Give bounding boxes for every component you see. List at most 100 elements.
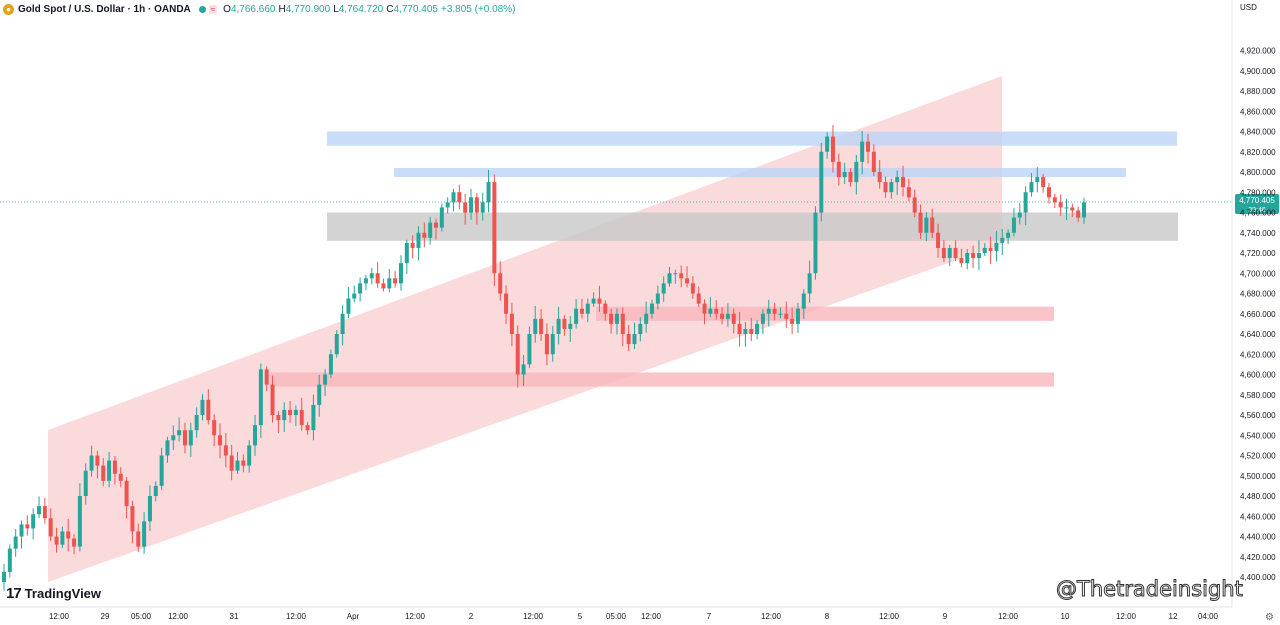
x-tick-label: 12:00 xyxy=(286,612,307,621)
candle-body xyxy=(398,263,403,284)
candle-body xyxy=(626,334,631,345)
candle-body xyxy=(451,192,456,203)
candle-body xyxy=(218,435,222,446)
candle-body xyxy=(492,182,497,274)
y-tick-label: 4,520.000 xyxy=(1240,452,1276,461)
x-tick-label: 10 xyxy=(1061,612,1070,621)
candle-body xyxy=(644,313,649,324)
candle-body xyxy=(54,536,59,545)
candle-body xyxy=(731,313,736,324)
candle-body xyxy=(142,521,147,547)
candle-body xyxy=(7,548,12,572)
candle-body xyxy=(971,253,976,259)
price-change: +3.805 (+0.08%) xyxy=(440,3,516,15)
last-price-value: 4,770.405 xyxy=(1239,196,1275,205)
candle-body xyxy=(37,506,42,515)
candle-body xyxy=(393,278,398,284)
candle-body xyxy=(194,415,199,431)
x-tick-label: 12:00 xyxy=(1116,612,1137,621)
candle-body xyxy=(667,273,672,284)
symbol-title[interactable]: Gold Spot / U.S. Dollar · 1h · OANDA xyxy=(18,3,191,15)
resistance-zone-lower xyxy=(394,167,1126,178)
x-tick-label: 12:00 xyxy=(168,612,189,621)
y-tick-label: 4,540.000 xyxy=(1240,431,1276,440)
candle-body xyxy=(299,409,304,426)
candle-body xyxy=(609,313,614,324)
candle-body xyxy=(1058,202,1063,208)
candle-body xyxy=(620,313,625,334)
candle-body xyxy=(702,303,707,314)
candle-body xyxy=(305,425,310,431)
candle-body xyxy=(941,247,946,259)
y-tick-label: 4,720.000 xyxy=(1240,249,1276,258)
support-zone-upper xyxy=(596,306,1054,321)
x-tick-label: 29 xyxy=(101,612,110,621)
candle-body xyxy=(177,430,182,436)
y-tick-label: 4,860.000 xyxy=(1240,107,1276,116)
y-tick-label: 4,440.000 xyxy=(1240,533,1276,542)
ohlc-low: L4,764.720 xyxy=(333,3,384,15)
candle-body xyxy=(544,334,549,355)
candle-body xyxy=(772,308,777,314)
candle-body xyxy=(550,334,555,355)
candle-body xyxy=(1076,210,1081,218)
candle-body xyxy=(988,247,993,251)
candle-body xyxy=(737,323,742,334)
candle-body xyxy=(317,384,322,405)
candle-body xyxy=(603,303,608,314)
x-tick-label: 5 xyxy=(578,612,583,621)
currency-label[interactable]: USD xyxy=(1240,3,1257,12)
candle-body xyxy=(813,212,818,274)
candle-body xyxy=(854,161,859,183)
y-tick-label: 4,920.000 xyxy=(1240,47,1276,56)
y-tick-label: 4,900.000 xyxy=(1240,67,1276,76)
candle-body xyxy=(830,136,835,162)
gear-icon[interactable]: ⚙ xyxy=(1265,612,1274,623)
candle-body xyxy=(247,445,252,466)
y-tick-label: 4,480.000 xyxy=(1240,492,1276,501)
y-tick-label: 4,760.000 xyxy=(1240,209,1276,218)
candle-body xyxy=(842,172,847,178)
candle-body xyxy=(498,273,503,294)
candle-body xyxy=(755,323,760,334)
candle-body xyxy=(229,455,234,471)
candle-body xyxy=(486,182,491,203)
candle-body xyxy=(13,536,18,549)
candle-body xyxy=(1011,217,1016,233)
candle-body xyxy=(159,455,164,486)
y-tick-label: 4,620.000 xyxy=(1240,350,1276,359)
x-tick-label: 7 xyxy=(707,612,712,621)
candle-body xyxy=(889,182,894,193)
y-tick-label: 4,880.000 xyxy=(1240,87,1276,96)
candle-body xyxy=(982,247,987,253)
market-status-icon xyxy=(198,5,206,13)
candle-body xyxy=(848,172,853,183)
candle-body xyxy=(509,313,514,334)
tradingview-logo[interactable]: 17 TradingView xyxy=(6,585,101,602)
x-tick-label: 2 xyxy=(469,612,474,621)
candle-body xyxy=(965,253,970,264)
candle-body xyxy=(206,399,211,421)
candle-body xyxy=(404,242,409,264)
candle-body xyxy=(591,298,596,304)
candle-body xyxy=(352,293,357,299)
candle-body xyxy=(311,404,316,431)
resistance-zone-upper xyxy=(327,131,1177,146)
candle-body xyxy=(328,354,333,375)
candle-body xyxy=(924,217,929,233)
logo-text: TradingView xyxy=(24,586,102,601)
gold-coin-icon[interactable]: ● xyxy=(3,3,14,15)
candle-body xyxy=(410,242,415,248)
support-zone-lower xyxy=(270,372,1054,387)
candle-body xyxy=(130,506,135,532)
candle-body xyxy=(585,303,590,314)
candle-body xyxy=(708,308,713,314)
candle-body xyxy=(673,273,678,275)
candle-body xyxy=(188,430,193,446)
y-tick-label: 4,420.000 xyxy=(1240,553,1276,562)
y-tick-label: 4,800.000 xyxy=(1240,168,1276,177)
candle-body xyxy=(912,197,917,213)
candle-body xyxy=(334,334,339,355)
candle-body xyxy=(346,298,351,314)
